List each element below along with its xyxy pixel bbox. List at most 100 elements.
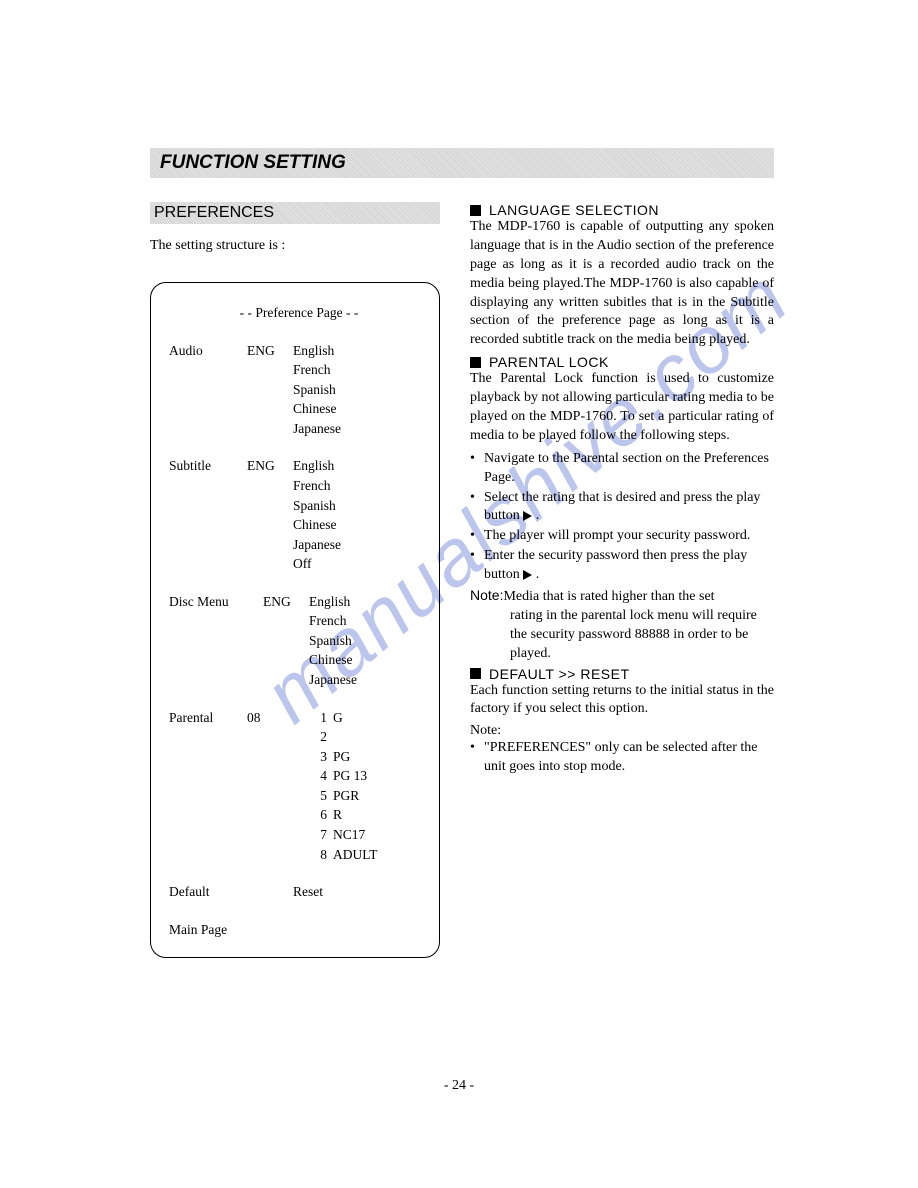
default-heading: DEFAULT >> RESET — [489, 666, 630, 682]
subtitle-option: French — [293, 476, 341, 496]
parental-name: R — [333, 805, 342, 825]
bullet-item: • Enter the security password then press… — [470, 547, 774, 585]
parental-num: 6 — [317, 805, 327, 825]
subtitle-option: Japanese — [293, 535, 341, 555]
preference-box: - - Preference Page - - Audio ENG Englis… — [150, 282, 440, 958]
parental-option: 4 PG 13 — [317, 766, 378, 786]
title-bar: FUNCTION SETTING — [150, 148, 774, 178]
discmenu-option: Spanish — [309, 631, 357, 651]
parental-value: 08 — [247, 708, 293, 865]
parental-name: PG — [333, 747, 350, 767]
subtitle-option: Off — [293, 554, 341, 574]
discmenu-option: French — [309, 611, 357, 631]
parental-num: 3 — [317, 747, 327, 767]
bullet-icon: • — [470, 450, 484, 488]
left-column: PREFERENCES The setting structure is : -… — [150, 202, 440, 958]
default-section: Default Reset — [169, 882, 429, 902]
bullet-text: Navigate to the Parental section on the … — [484, 450, 774, 488]
bullet-item: • The player will prompt your security p… — [470, 527, 774, 546]
audio-options: English French Spanish Chinese Japanese — [293, 341, 341, 439]
default-label: Default — [169, 882, 293, 902]
parental-name: PGR — [333, 786, 359, 806]
parental-num: 1 — [317, 708, 327, 728]
audio-label: Audio — [169, 341, 247, 439]
parental-options: 1G 2 3 PG 4 PG 13 5 PGR 6R 7NC17 8ADULT — [317, 708, 378, 865]
language-heading: LANGUAGE SELECTION — [489, 202, 659, 218]
parental-name: PG 13 — [333, 766, 367, 786]
bullet-text: "PREFERENCES" only can be selected after… — [484, 739, 774, 777]
audio-option: Japanese — [293, 419, 341, 439]
note-label: Note: — [470, 587, 503, 603]
audio-value: ENG — [247, 341, 293, 439]
subtitle-bar: PREFERENCES — [150, 202, 440, 224]
default-heading-row: DEFAULT >> RESET — [470, 666, 774, 682]
play-triangle-icon — [523, 570, 532, 580]
parental-option: 7NC17 — [317, 825, 378, 845]
parental-heading: PARENTAL LOCK — [489, 354, 609, 370]
parental-option: 2 — [317, 727, 378, 747]
default-value: Reset — [293, 882, 323, 902]
page-title: FUNCTION SETTING — [160, 152, 764, 174]
bullet-icon: • — [470, 489, 484, 527]
default-note-label: Note: — [470, 723, 774, 739]
audio-option: English — [293, 341, 341, 361]
parental-num: 8 — [317, 845, 327, 865]
bullet-text: Select the rating that is desired and pr… — [484, 489, 774, 527]
subtitle-option: Spanish — [293, 496, 341, 516]
parental-option: 6R — [317, 805, 378, 825]
note-indent: rating in the parental lock menu will re… — [470, 607, 774, 664]
parental-bullets: • Navigate to the Parental section on th… — [470, 450, 774, 585]
parental-option: 3 PG — [317, 747, 378, 767]
discmenu-options: English French Spanish Chinese Japanese — [309, 592, 357, 690]
subtitle-text: PREFERENCES — [154, 204, 436, 222]
columns: PREFERENCES The setting structure is : -… — [150, 202, 774, 958]
parental-name: G — [333, 708, 343, 728]
parental-num: 2 — [317, 727, 327, 747]
subtitle-option: English — [293, 456, 341, 476]
parental-heading-row: PARENTAL LOCK — [470, 354, 774, 370]
parental-num: 7 — [317, 825, 327, 845]
subtitle-value: ENG — [247, 456, 293, 573]
subtitle-option: Chinese — [293, 515, 341, 535]
square-bullet-icon — [470, 205, 481, 216]
language-heading-row: LANGUAGE SELECTION — [470, 202, 774, 218]
audio-option: Spanish — [293, 380, 341, 400]
parental-option: 5 PGR — [317, 786, 378, 806]
parental-num: 4 — [317, 766, 327, 786]
default-text: Each function setting returns to the ini… — [470, 682, 774, 720]
discmenu-option: English — [309, 592, 357, 612]
right-column: LANGUAGE SELECTION The MDP-1760 is capab… — [470, 202, 774, 958]
intro-text: The setting structure is : — [150, 238, 440, 254]
parental-option: 1G — [317, 708, 378, 728]
bullet-icon: • — [470, 739, 484, 777]
parental-option: 8ADULT — [317, 845, 378, 865]
discmenu-section: Disc Menu ENG English French Spanish Chi… — [169, 592, 429, 690]
play-triangle-icon — [523, 511, 532, 521]
bullet-text: The player will prompt your security pas… — [484, 527, 774, 546]
bullet-icon: • — [470, 547, 484, 585]
subtitle-label: Subtitle — [169, 456, 247, 573]
parental-section: Parental 08 1G 2 3 PG 4 PG 13 5 PGR 6R 7NC1… — [169, 708, 429, 865]
page-content: FUNCTION SETTING PREFERENCES The setting… — [150, 148, 774, 958]
default-bullet: • "PREFERENCES" only can be selected aft… — [470, 739, 774, 777]
page-number: - 24 - — [0, 1078, 918, 1094]
discmenu-label: Disc Menu — [169, 592, 263, 690]
parental-text: The Parental Lock function is used to cu… — [470, 370, 774, 446]
bullet-icon: • — [470, 527, 484, 546]
square-bullet-icon — [470, 357, 481, 368]
subtitle-options: English French Spanish Chinese Japanese … — [293, 456, 341, 573]
discmenu-value: ENG — [263, 592, 309, 690]
language-text: The MDP-1760 is capable of outputting an… — [470, 218, 774, 350]
note-text-1: Media that is rated higher than the set — [503, 589, 714, 604]
square-bullet-icon — [470, 668, 481, 679]
bullet-item: • Navigate to the Parental section on th… — [470, 450, 774, 488]
audio-section: Audio ENG English French Spanish Chinese… — [169, 341, 429, 439]
pref-box-header: - - Preference Page - - — [169, 303, 429, 323]
discmenu-option: Japanese — [309, 670, 357, 690]
discmenu-option: Chinese — [309, 650, 357, 670]
audio-option: French — [293, 360, 341, 380]
parental-num: 5 — [317, 786, 327, 806]
bullet-item: • Select the rating that is desired and … — [470, 489, 774, 527]
subtitle-section: Subtitle ENG English French Spanish Chin… — [169, 456, 429, 573]
parental-label: Parental — [169, 708, 247, 865]
